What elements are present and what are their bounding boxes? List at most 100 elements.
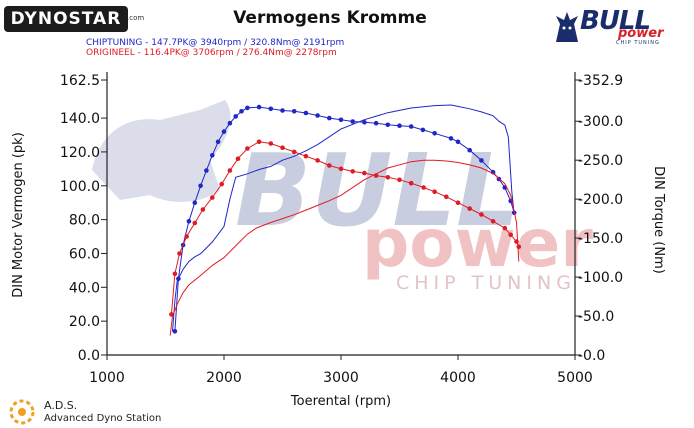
- series-origineel-power-point: [502, 225, 508, 231]
- brand-power-text: power: [618, 26, 664, 41]
- series-chiptuning-power-point: [186, 219, 192, 224]
- series-chiptuning-power-point: [455, 139, 461, 145]
- series-origineel-power-point: [227, 168, 233, 173]
- series-origineel-power-point: [397, 177, 402, 183]
- series-chiptuning-power-point: [239, 109, 244, 114]
- bull-head-icon: [556, 12, 578, 42]
- axes: 0.0 20.0 40.0 60.0 80.0 100.0 120.0 140.0 162.5 -…: [60, 72, 623, 386]
- x-tick-label: 2000: [206, 370, 242, 386]
- series-chiptuning-power-point: [315, 113, 320, 118]
- y2-tick-label: -352.9: [578, 73, 623, 89]
- series-origineel-power-point: [327, 163, 332, 168]
- watermark: BULL power CHIP TUNING: [92, 100, 593, 294]
- series-origineel-power-point: [245, 146, 250, 151]
- series-origineel-power-point: [172, 271, 178, 277]
- series-origineel-power-point: [200, 207, 206, 212]
- brand-bull-text: BULL: [580, 6, 651, 36]
- series-chiptuning-power-point: [420, 127, 426, 133]
- series-chiptuning-power-point: [204, 168, 209, 173]
- series-origineel-power-point: [444, 194, 449, 200]
- legend-chiptuning: CHIPTUNING - 147.7PK@ 3940rpm / 320.8Nm@…: [86, 38, 345, 48]
- y-tick-label: 162.5: [60, 73, 100, 89]
- series-chiptuning-power-point: [362, 120, 367, 125]
- series-origineel-power-point: [177, 251, 182, 256]
- y2-tick-label: -100.0: [578, 270, 623, 286]
- y2-tick-label: -50.0: [578, 309, 614, 325]
- series-origineel-torque-line: [169, 159, 520, 336]
- watermark-bull-head-icon: [92, 100, 231, 202]
- series-chiptuning-power-point: [172, 329, 178, 334]
- series-origineel-power-point: [210, 195, 215, 200]
- series-origineel-power-point: [508, 232, 513, 238]
- footer-subtitle: Advanced Dyno Station: [44, 413, 162, 424]
- legend-origineel: ORIGINEEL - 116.4PK@ 3706rpm / 276.4Nm@ …: [86, 48, 337, 58]
- series-origineel-power-point: [408, 180, 414, 186]
- series-chiptuning-power-point: [338, 117, 344, 123]
- bullpower-logo: BULL power CHIP TUNING: [552, 4, 664, 48]
- series-chiptuning-power-point: [268, 106, 274, 112]
- series-origineel-power-point: [516, 244, 522, 249]
- series-origineel-power-point: [467, 206, 473, 211]
- y2-tick-label: -300.0: [578, 114, 623, 130]
- y2-tick-label: -250.0: [578, 153, 623, 169]
- dynostar-logo-suffix: .com: [127, 14, 145, 22]
- y2-tick-label: -150.0: [578, 231, 623, 247]
- series-chiptuning-power-point: [280, 108, 285, 113]
- y-tick-label: 80.0: [69, 213, 100, 229]
- series-origineel-power-point: [235, 156, 241, 161]
- series-chiptuning-power-point: [350, 119, 356, 124]
- series-chiptuning-power-point: [198, 183, 203, 189]
- y-tick-label: 140.0: [60, 111, 100, 127]
- x-tick-label: 3000: [323, 370, 359, 386]
- series-origineel-power-point: [291, 149, 297, 155]
- series-chiptuning-power-point: [256, 104, 262, 110]
- y2-axis-label: DIN Torque (Nm): [651, 166, 666, 274]
- ads-logo-icon: [9, 399, 35, 425]
- y-axis-label: DIN Motor Vermogen (pk): [11, 132, 26, 298]
- watermark-chip-tuning: CHIP TUNING: [396, 272, 576, 294]
- series-chiptuning-power-point: [327, 115, 332, 121]
- series-origineel-power-point: [256, 139, 262, 145]
- x-tick-label: 5000: [557, 370, 593, 386]
- series-origineel-power-point: [385, 175, 391, 180]
- x-axis-label: Toerental (rpm): [290, 394, 391, 409]
- series-origineel-power-point: [192, 220, 198, 226]
- series-chiptuning-power-point: [227, 120, 233, 126]
- series-chiptuning-power-point: [408, 124, 414, 129]
- series-chiptuning-power-point: [221, 129, 227, 134]
- series-origineel-power-point: [268, 141, 274, 146]
- series-origineel-power-point: [303, 153, 309, 159]
- series-origineel-power-point: [338, 166, 344, 172]
- x-tick-label: 4000: [440, 370, 476, 386]
- y2-tick-label: -200.0: [578, 192, 623, 208]
- series-origineel-power-point: [455, 200, 461, 205]
- y-tick-label: 100.0: [60, 179, 100, 195]
- watermark-power: power: [362, 205, 593, 282]
- y-tick-label: 40.0: [69, 280, 100, 296]
- series-chiptuning-power-point: [245, 105, 250, 111]
- series-origineel-power-point: [490, 219, 496, 224]
- chart-title: Vermogens Kromme: [233, 8, 427, 28]
- plot-area: [169, 104, 522, 336]
- series-chiptuning-power-point: [291, 109, 297, 114]
- series-chiptuning-power-point: [233, 114, 238, 119]
- series-chiptuning-power-point: [373, 120, 379, 126]
- x-tick-label: 1000: [89, 370, 125, 386]
- y-tick-label: 60.0: [69, 246, 100, 262]
- series-origineel-power-point: [219, 181, 224, 187]
- series-chiptuning-power-point: [448, 136, 454, 141]
- series-chiptuning-power-point: [432, 131, 437, 136]
- series-chiptuning-power-point: [210, 153, 215, 158]
- y2-tick-label: -0.0: [578, 348, 605, 364]
- footer-title: A.D.S.: [44, 399, 78, 412]
- watermark-bull: BULL: [235, 132, 520, 249]
- series-chiptuning-power-point: [192, 200, 198, 205]
- series-origineel-power-point: [315, 158, 320, 163]
- series-chiptuning-power-point: [385, 122, 391, 128]
- series-chiptuning-power-point: [215, 139, 221, 145]
- series-origineel-power-point: [432, 189, 437, 194]
- series-chiptuning-torque-line: [172, 104, 515, 332]
- brand-tagline: CHIP TUNING: [616, 40, 660, 46]
